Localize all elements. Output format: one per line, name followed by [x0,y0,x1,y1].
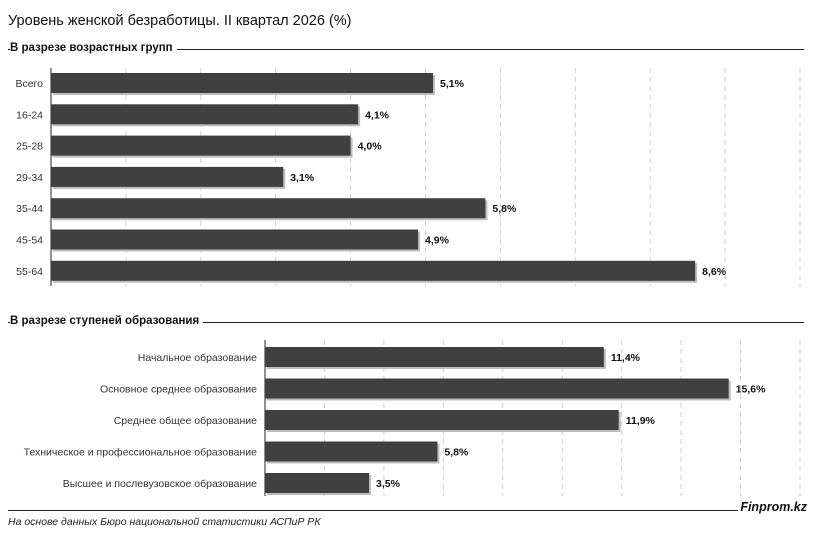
bar [265,347,604,367]
bar [51,198,486,219]
value-label: 5,1% [440,78,465,90]
value-label: 5,8% [492,203,517,215]
section-title-age: В разрезе возрастных групп [10,42,177,54]
category-label: Высшее и послевузовское образование [63,478,257,490]
value-label: 11,9% [626,415,656,427]
category-label: 55-64 [16,266,43,278]
value-label: 4,9% [425,235,450,247]
category-label: 16-24 [16,109,43,121]
value-label: 3,1% [290,172,315,184]
category-label: 29-34 [16,172,43,184]
category-label: Среднее общее образование [114,415,257,427]
category-label: Основное среднее образование [100,384,257,396]
value-label: 11,4% [611,352,641,364]
value-label: 4,0% [358,141,383,153]
education-level-chart: Начальное образование 11,4% Основное средн… [24,340,801,496]
value-label: 5,8% [444,447,469,459]
category-label: Техническое и профессиональное образован… [24,447,258,459]
category-label: Начальное образование [138,352,257,364]
value-label: 3,5% [376,478,401,490]
value-label: 15,6% [736,384,766,396]
chart-title: Уровень женской безработицы. II квартал … [8,13,352,29]
bar [265,441,438,462]
category-label: 25-28 [16,141,43,153]
bar [51,73,433,93]
bar [51,260,696,281]
bar [51,135,351,156]
bar [51,104,359,125]
section-rule-education [8,322,804,323]
footer-rule [8,510,738,511]
value-label: 4,1% [365,109,390,121]
age-group-chart: Всего 5,1% 16-24 4,1% 25-28 4,0% 29-34 3,1% 35-4… [15,68,801,286]
category-label: 45-54 [16,235,43,247]
section-title-education: В разрезе ступеней образования [10,315,204,327]
bar [265,473,370,493]
section-rule-age [8,49,804,50]
value-label: 8,6% [702,266,727,278]
bar [265,378,729,399]
category-label: Всего [15,78,43,90]
bar [51,229,419,250]
brand-logo: Finprom.kz [740,500,807,514]
category-label: 35-44 [16,203,43,215]
source-note: На основе данных Бюро национальной стати… [8,516,321,528]
bar [51,166,284,187]
bar [265,410,619,430]
